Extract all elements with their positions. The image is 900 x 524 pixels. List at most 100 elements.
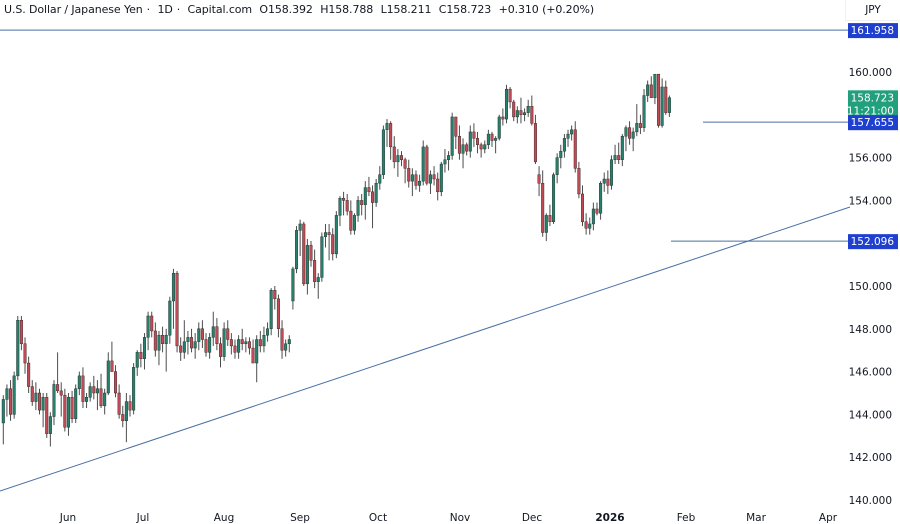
candle-body xyxy=(103,392,107,407)
candle xyxy=(410,168,414,197)
candle xyxy=(179,337,183,361)
candle-body xyxy=(305,245,309,285)
candle-body xyxy=(23,343,27,364)
candle-body xyxy=(407,168,411,182)
candle-body xyxy=(476,138,480,145)
candle-body xyxy=(153,330,157,351)
candle-body xyxy=(309,245,313,261)
candle xyxy=(595,202,599,216)
candle-body xyxy=(606,178,610,186)
candle-body xyxy=(273,290,277,300)
candle-body xyxy=(135,352,139,368)
candle-body xyxy=(186,337,190,342)
candle xyxy=(396,149,400,177)
candle-body xyxy=(519,110,523,115)
candle xyxy=(251,339,255,364)
candle xyxy=(150,311,154,338)
candle xyxy=(562,134,566,158)
candle xyxy=(432,166,436,186)
candle-body xyxy=(34,392,38,402)
candle xyxy=(497,114,501,141)
candle xyxy=(9,380,13,421)
candle-body xyxy=(121,414,125,422)
candle xyxy=(124,393,128,443)
candle-body xyxy=(41,397,45,411)
candle xyxy=(135,350,139,376)
candle xyxy=(222,322,226,361)
drawing-layer[interactable] xyxy=(0,29,851,492)
candle-body xyxy=(642,95,646,128)
candle xyxy=(161,326,165,353)
currency-label[interactable]: JPY xyxy=(845,0,900,21)
candle-body xyxy=(617,155,621,160)
candle-body xyxy=(237,339,241,353)
candle-body xyxy=(52,384,56,417)
candle-body xyxy=(161,335,165,344)
candle-body xyxy=(92,386,96,394)
candle-body xyxy=(334,215,338,255)
candle-body xyxy=(504,88,508,120)
candle-body xyxy=(313,260,317,282)
candle-body xyxy=(164,335,168,344)
candle xyxy=(59,382,63,417)
candle xyxy=(237,335,241,359)
candle xyxy=(371,185,375,229)
candle-body xyxy=(595,208,599,214)
candle xyxy=(182,320,186,359)
candle xyxy=(635,104,639,137)
candle-body xyxy=(465,144,469,152)
candle-body xyxy=(360,200,364,205)
candle-body xyxy=(381,129,385,175)
candle-body xyxy=(447,155,451,160)
candle xyxy=(389,121,393,160)
bar-countdown: 11:21:00 xyxy=(847,105,894,117)
ohlc-change: +0.310 (+0.20%) xyxy=(498,3,595,16)
candle-body xyxy=(421,146,425,182)
candle-body xyxy=(457,135,461,154)
ohlc-low: L158.211 xyxy=(380,3,432,16)
candle xyxy=(439,161,443,197)
candle-body xyxy=(287,339,291,344)
candle-body xyxy=(400,155,404,160)
time-axis-label: Sep xyxy=(290,512,310,524)
candle-body xyxy=(114,371,118,394)
time-axis[interactable]: Jun Jul Aug Sep Oct Nov Dec 2026 Feb Mar Apr xyxy=(59,512,838,524)
interval-label[interactable]: 1D xyxy=(157,3,173,16)
candle xyxy=(106,352,110,396)
candle xyxy=(392,136,396,169)
candle-body xyxy=(251,347,255,364)
trendline[interactable] xyxy=(0,206,851,492)
candle-body xyxy=(588,223,592,229)
candle xyxy=(1,395,5,445)
candle-body xyxy=(559,150,563,158)
candle xyxy=(99,373,103,408)
candle xyxy=(555,153,559,184)
candle-body xyxy=(494,138,498,141)
candle xyxy=(468,125,472,158)
candle xyxy=(472,123,476,147)
candle xyxy=(313,249,317,289)
candle-body xyxy=(573,129,577,169)
candle xyxy=(190,328,194,353)
candle-body xyxy=(418,180,422,186)
candle xyxy=(226,320,230,346)
candle-body xyxy=(70,397,74,419)
price-axis[interactable]: 160.000 156.000 154.000 150.000 148.000 146.0… xyxy=(849,67,892,507)
candle xyxy=(544,213,548,242)
candle-body xyxy=(5,388,9,400)
separator-dot: · xyxy=(176,3,181,16)
candle-body xyxy=(646,84,650,96)
level-price-tag xyxy=(848,115,898,131)
candle-body xyxy=(77,375,81,389)
candle xyxy=(363,181,367,220)
candle-body xyxy=(66,397,70,428)
candle-body xyxy=(291,268,295,302)
candle xyxy=(486,129,490,150)
candle-body xyxy=(171,272,175,302)
candle-body xyxy=(12,375,16,415)
price-axis-label: 144.000 xyxy=(849,409,892,421)
candle xyxy=(566,129,570,147)
candle-body xyxy=(19,320,23,344)
